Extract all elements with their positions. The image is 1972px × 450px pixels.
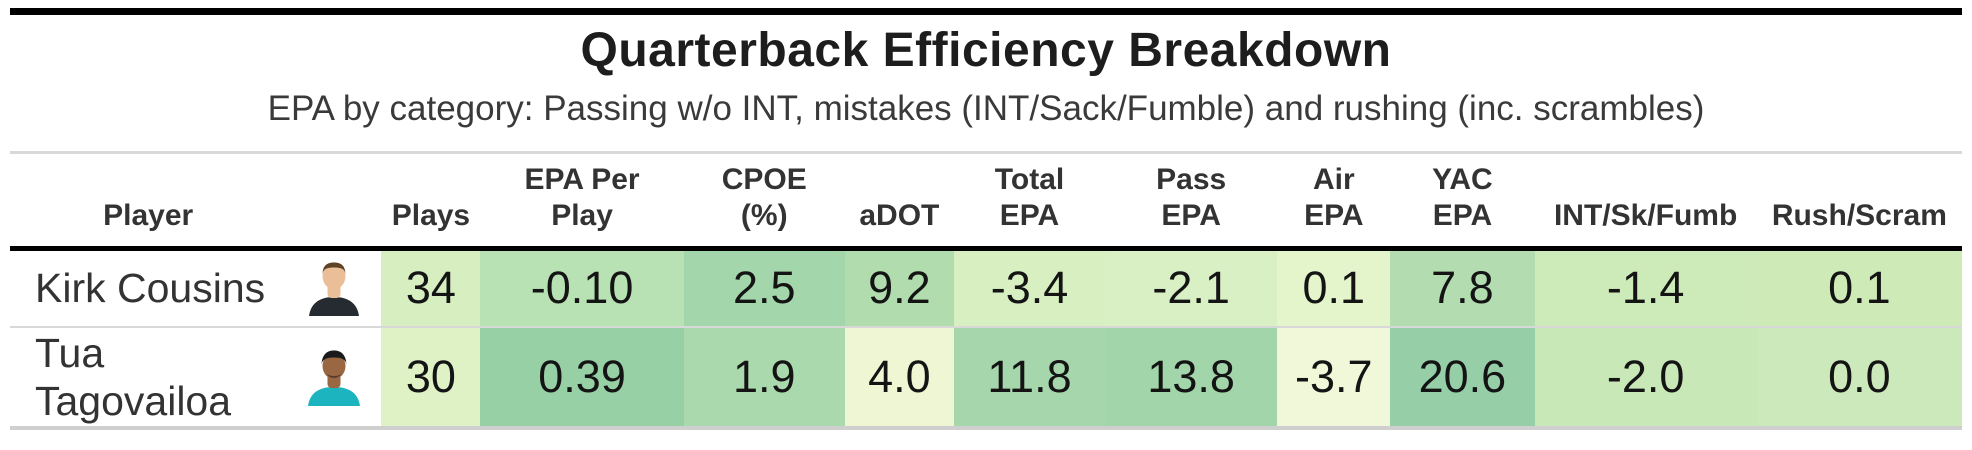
- qb-stats-table: Player Plays EPA Per Play CPOE (%) aDOT …: [10, 154, 1962, 430]
- stat-cell-rush-scram: 0.0: [1756, 327, 1962, 428]
- page-title: Quarterback Efficiency Breakdown: [580, 24, 1392, 77]
- player-name: Kirk Cousins: [35, 265, 266, 312]
- stat-cell-plays: 30: [381, 327, 481, 428]
- stat-cell-total-epa: -3.4: [953, 248, 1106, 327]
- stat-cell-pass-epa: 13.8: [1105, 327, 1278, 428]
- col-header-total-epa: Total EPA: [994, 162, 1065, 232]
- stat-cell-cpoe: 1.9: [683, 327, 845, 428]
- col-header-epa-per-play: EPA Per Play: [524, 162, 640, 232]
- col-header-cpoe: CPOE (%): [721, 162, 807, 232]
- player-cell: Kirk Cousins: [10, 248, 382, 327]
- table-row: Tua Tagovailoa 30 0.39: [10, 327, 1962, 428]
- col-header-rush-scram: Rush/Scram: [1771, 198, 1947, 232]
- stat-cell-pass-epa: -2.1: [1105, 248, 1278, 327]
- player-cell: Tua Tagovailoa: [10, 327, 382, 428]
- top-rule: [10, 8, 1962, 15]
- tua-tagovailoa-headshot-icon: [301, 348, 367, 406]
- stat-cell-int-sk-fumb: -2.0: [1534, 327, 1757, 428]
- col-header-adot: aDOT: [859, 198, 940, 232]
- stat-cell-air-epa: 0.1: [1277, 248, 1391, 327]
- stat-cell-epa-per-play: 0.39: [480, 327, 684, 428]
- col-header-int-sk-fumb: INT/Sk/Fumb: [1553, 198, 1738, 232]
- stat-cell-int-sk-fumb: -1.4: [1534, 248, 1757, 327]
- stat-cell-plays: 34: [381, 248, 481, 327]
- stat-cell-adot: 9.2: [844, 248, 954, 327]
- table-row: Kirk Cousins 34 -0.10 2.5: [10, 248, 1962, 327]
- page-subtitle: EPA by category: Passing w/o INT, mistak…: [267, 89, 1705, 128]
- stat-cell-cpoe: 2.5: [683, 248, 845, 327]
- stat-cell-air-epa: -3.7: [1277, 327, 1391, 428]
- col-header-plays: Plays: [391, 198, 471, 232]
- player-name: Tua Tagovailoa: [35, 330, 232, 424]
- kirk-cousins-headshot-icon: [301, 260, 367, 317]
- stat-cell-rush-scram: 0.1: [1756, 248, 1962, 327]
- stat-cell-total-epa: 11.8: [953, 327, 1106, 428]
- table-header-row: Player Plays EPA Per Play CPOE (%) aDOT …: [10, 154, 1962, 248]
- col-header-yac-epa: YAC EPA: [1432, 162, 1493, 232]
- col-header-air-epa: Air EPA: [1304, 162, 1364, 232]
- stat-cell-epa-per-play: -0.10: [480, 248, 684, 327]
- col-header-player: Player: [103, 198, 194, 232]
- header-divider: [10, 151, 1962, 154]
- col-header-pass-epa: Pass EPA: [1156, 162, 1227, 232]
- stat-cell-yac-epa: 7.8: [1390, 248, 1535, 327]
- stat-cell-adot: 4.0: [844, 327, 954, 428]
- stat-cell-yac-epa: 20.6: [1390, 327, 1535, 428]
